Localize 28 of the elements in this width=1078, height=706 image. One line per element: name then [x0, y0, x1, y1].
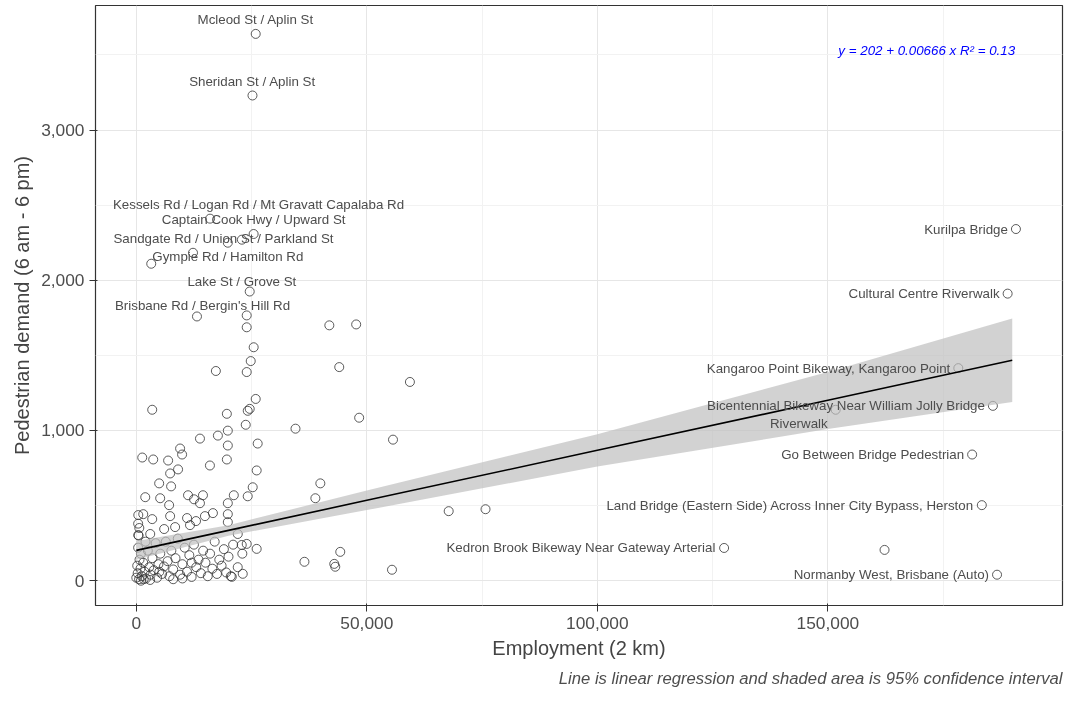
x-tick-label: 50,000: [340, 612, 394, 633]
annotation: Captain Cook Hwy / Upward St: [161, 212, 346, 228]
annotation: Kurilpa Bridge: [924, 221, 1008, 237]
annotation: Gympie Rd / Hamilton Rd: [152, 249, 304, 265]
annotation: Normanby West, Brisbane (Auto): [793, 567, 990, 583]
text: Line is linear regression and shaded area is 95% confidence interval: [558, 668, 1064, 688]
x-tick-label: 150,000: [796, 612, 860, 633]
annotation: y = 202 + 0.00666 x R² = 0.13: [837, 43, 1016, 58]
annotation: Land Bridge (Eastern Side) Across Inner City Bypass, Herston: [606, 497, 974, 513]
x-tick-label: 0: [131, 612, 142, 633]
x-tick-label: 100,000: [566, 612, 629, 633]
y-axis-title: Pedestrian demand (6 am - 6 pm): [11, 155, 34, 456]
annotation: Kedron Brook Bikeway Near Gateway Arterial: [446, 540, 716, 556]
annotation: Brisbane Rd / Bergin's Hill Rd: [114, 298, 291, 314]
annotation: Lake St / Grove St: [187, 274, 297, 290]
annotation: Cultural Centre Riverwalk: [848, 286, 1000, 302]
annotation: Go Between Bridge Pedestrian: [781, 447, 965, 463]
y-tick-label: 1,000: [41, 420, 85, 441]
annotation: Mcleod St / Aplin St: [197, 12, 314, 28]
y-tick-label: 3,000: [41, 120, 85, 141]
x-axis-title: Employment (2 km): [492, 636, 666, 659]
annotation: Sheridan St / Aplin St: [189, 73, 316, 89]
annotation: Sandgate Rd / Union St / Parkland St: [113, 231, 334, 247]
annotation: Kangaroo Point Bikeway, Kangaroo Point: [706, 360, 951, 376]
annotation: Riverwalk: [769, 416, 829, 432]
y-tick-label: 0: [74, 570, 85, 591]
annotation: Kessels Rd / Logan Rd / Mt Gravatt Capalaba Rd: [112, 197, 405, 213]
y-tick-label: 2,000: [41, 270, 85, 291]
